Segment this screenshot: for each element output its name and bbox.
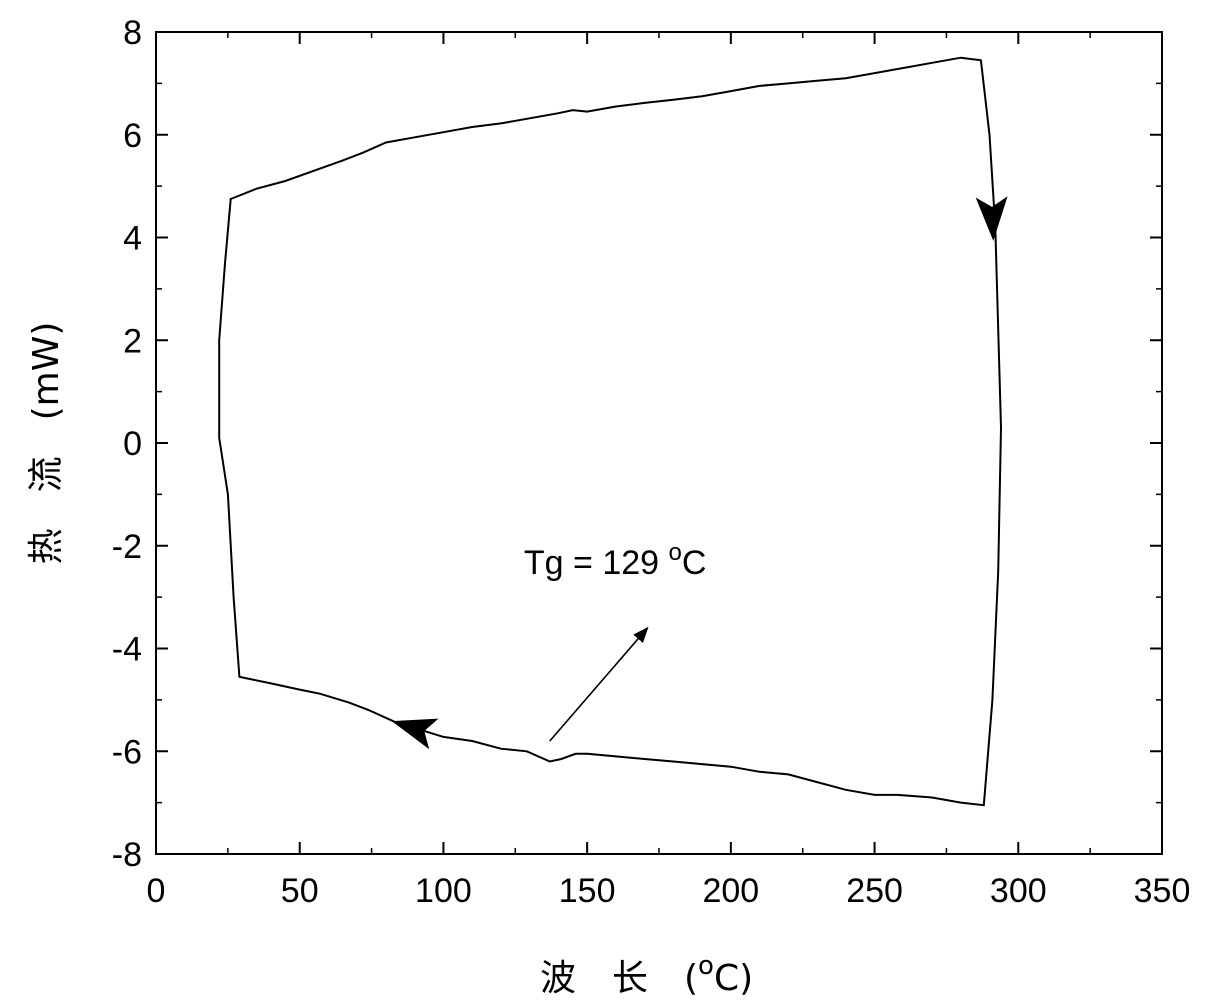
y-tick-label: -6 (112, 733, 142, 771)
annotation-tg: Tg = 129 oC (524, 539, 707, 582)
y-tick-label: 8 (123, 14, 142, 52)
x-tick-label: 0 (147, 872, 166, 910)
x-axis-title-sup: o (698, 951, 714, 981)
x-tick-label: 100 (415, 872, 472, 910)
x-axis-title-main: 波 长 ( (540, 958, 698, 999)
x-tick-label: 150 (559, 872, 616, 910)
x-tick-label: 200 (702, 872, 759, 910)
annotation-tg-main: Tg = 129 (524, 544, 669, 582)
y-tick-label: -4 (112, 631, 142, 669)
y-tick-label: 0 (123, 425, 142, 463)
y-tick-label: 4 (123, 220, 142, 258)
y-tick-label: -2 (112, 528, 142, 566)
x-axis-title: 波 长 (oC) (540, 951, 753, 999)
y-tick-label: 2 (123, 322, 142, 360)
x-tick-label: 350 (1134, 872, 1191, 910)
tick-marks (155, 31, 1163, 855)
x-axis-title-unit: C) (714, 958, 753, 999)
x-tick-label: 50 (281, 872, 319, 910)
annotation-arrow (549, 626, 649, 742)
x-tick-label: 300 (990, 872, 1047, 910)
annotation-tg-sup: o (669, 539, 682, 566)
annotation-tg-unit: C (682, 544, 707, 582)
y-axis-title: 热 流 (mW) (26, 322, 67, 565)
y-tick-labels: -8 -6 -4 -2 0 2 4 6 8 (112, 14, 142, 874)
plot-frame (155, 31, 1163, 855)
direction-arrowhead (975, 196, 1008, 241)
x-tick-label: 250 (846, 872, 903, 910)
y-tick-label: 6 (123, 117, 142, 155)
series-line (218, 56, 1003, 807)
direction-arrowhead (391, 718, 439, 750)
direction-arrows (391, 196, 1008, 750)
y-tick-label: -8 (112, 836, 142, 874)
x-tick-labels: 0 50 100 150 200 250 300 350 (147, 872, 1191, 910)
